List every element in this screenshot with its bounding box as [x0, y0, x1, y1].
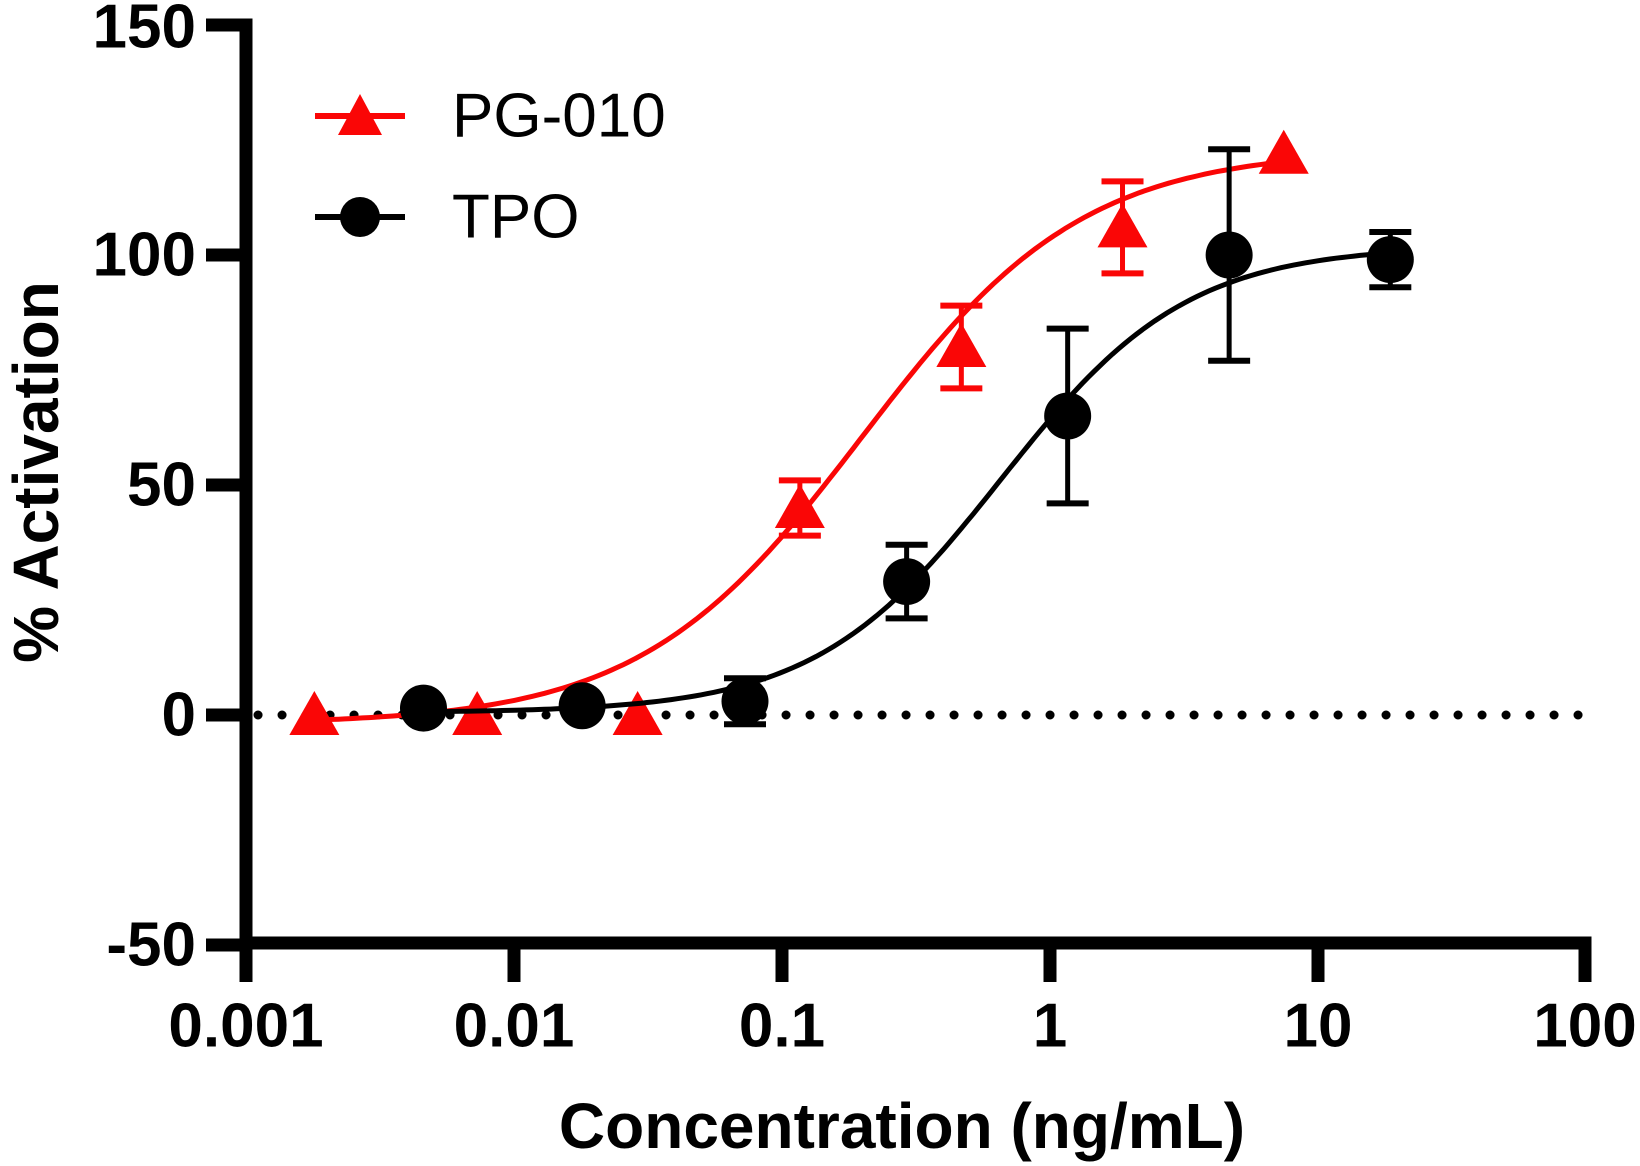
pg010-data-point-triangle: [774, 484, 825, 528]
x-tick-label: 1: [1033, 992, 1067, 1061]
x-tick-label: 10: [1284, 992, 1353, 1061]
tpo-data-point-circle: [558, 682, 606, 730]
y-tick-label: 150: [93, 0, 196, 62]
legend-label: PG-010: [452, 82, 666, 151]
y-axis-spine: [239, 18, 253, 950]
x-tick-label: 0.001: [168, 992, 323, 1061]
y-tick-label: 0: [162, 681, 196, 750]
tpo-data-point-circle: [1366, 236, 1414, 284]
tpo-data-point-circle: [399, 684, 447, 732]
x-axis-tick: [239, 949, 253, 982]
y-axis-tick: [206, 18, 240, 32]
x-axis: 0.001 0.01 0.1 1 10 100 Concentration (n…: [168, 936, 1637, 1162]
pg010-data-point-triangle: [612, 691, 663, 735]
legend: PG-010 TPO: [315, 82, 666, 252]
legend-triangle-marker-icon: [338, 94, 382, 135]
y-tick-label: -50: [106, 911, 196, 980]
pg010-data-point-triangle: [936, 323, 987, 367]
y-axis-tick: [206, 248, 240, 262]
pg010-data-point-triangle: [1258, 129, 1309, 174]
pg010-data-point-triangle: [1097, 203, 1148, 248]
y-axis-title: % Activation: [0, 281, 72, 663]
legend-item-pg010: PG-010: [315, 82, 666, 151]
x-tick-label: 100: [1533, 992, 1636, 1061]
y-tick-label: 50: [127, 451, 196, 520]
y-axis-tick: [206, 938, 240, 952]
x-axis-tick: [1578, 949, 1592, 982]
legend-item-tpo: TPO: [315, 183, 579, 252]
x-axis-tick: [1311, 949, 1325, 982]
x-axis-spine: [239, 936, 1592, 950]
tpo-data-point-circle: [721, 677, 769, 725]
y-axis-tick: [206, 478, 240, 492]
y-axis: 150 100 50 0 -50 % Activation: [0, 0, 253, 980]
tpo-fit-curve: [423, 250, 1391, 715]
x-axis-tick: [1043, 949, 1057, 982]
x-axis-tick: [507, 949, 521, 982]
plot-area: [253, 129, 1587, 735]
legend-circle-marker-icon: [340, 197, 380, 237]
y-tick-label: 100: [93, 221, 196, 290]
tpo-data-point-circle: [1205, 231, 1253, 279]
x-tick-label: 0.1: [739, 992, 825, 1061]
x-axis-tick: [775, 949, 789, 982]
x-axis-title: Concentration (ng/mL): [559, 1090, 1245, 1162]
tpo-data-point-circle: [1044, 392, 1092, 440]
legend-label: TPO: [452, 183, 579, 252]
x-tick-label: 0.01: [454, 992, 575, 1061]
tpo-data-point-circle: [883, 558, 931, 606]
y-axis-tick: [206, 708, 240, 722]
pg010-data-point-triangle: [289, 691, 340, 735]
